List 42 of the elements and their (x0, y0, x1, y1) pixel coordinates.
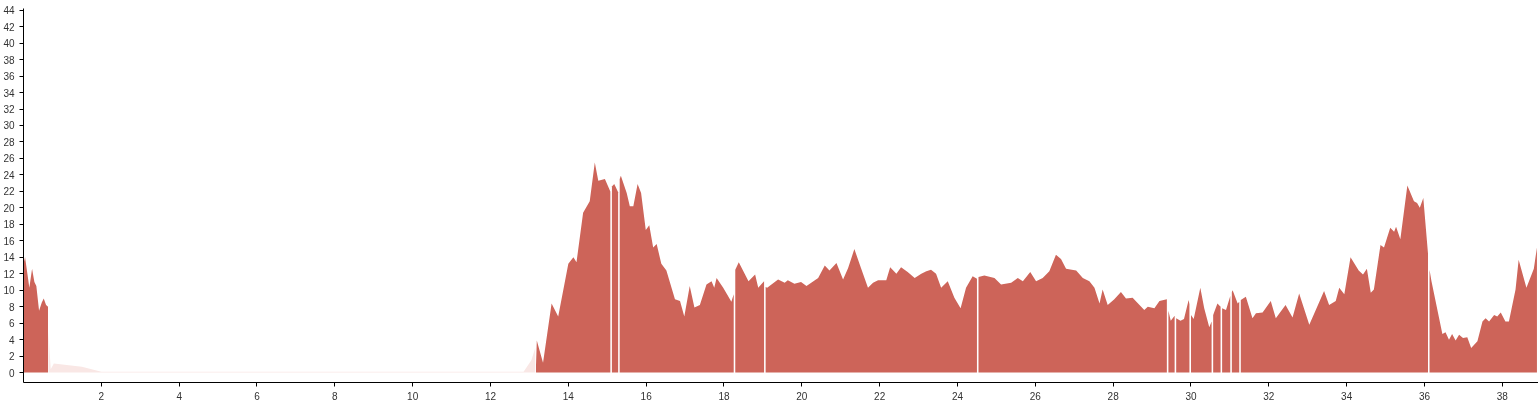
x-tick-label: 12 (484, 390, 497, 402)
y-tick-label: 6 (8, 318, 15, 330)
x-tick-label: 10 (407, 390, 419, 402)
y-tick-label: 18 (3, 219, 15, 231)
x-tick-label: 36 (1418, 390, 1431, 402)
x-tick-label: 22 (874, 390, 886, 402)
y-tick-label: 14 (3, 252, 15, 264)
x-tick-label: 34 (1341, 390, 1353, 402)
x-tick-label: 4 (176, 390, 183, 402)
x-tick-label: 30 (1185, 390, 1197, 402)
y-tick-label: 24 (3, 169, 15, 181)
y-tick-label: 42 (3, 21, 15, 33)
y-tick-label: 28 (3, 136, 15, 148)
x-tick-label: 2 (98, 390, 105, 402)
x-tick-label: 8 (332, 390, 339, 402)
y-tick-label: 2 (8, 351, 15, 363)
x-tick-label: 20 (796, 390, 808, 402)
x-tick-label: 26 (1029, 390, 1042, 402)
y-tick-label: 26 (3, 153, 15, 165)
x-tick-label: 6 (254, 390, 261, 402)
y-tick-label: 20 (3, 202, 15, 214)
y-tick-label: 12 (3, 268, 15, 280)
y-tick-label: 30 (3, 120, 15, 132)
y-tick-label: 32 (3, 104, 15, 115)
x-tick-label: 28 (1107, 390, 1120, 402)
x-tick-label: 16 (640, 390, 653, 402)
y-tick-label: 0 (8, 367, 15, 379)
y-tick-label: 44 (3, 5, 15, 17)
x-tick-label: 38 (1496, 390, 1509, 402)
y-tick-label: 36 (3, 71, 15, 83)
x-tick-label: 24 (951, 390, 964, 402)
y-tick-label: 34 (3, 87, 15, 99)
y-tick-label: 38 (3, 54, 15, 66)
x-tick-label: 32 (1263, 390, 1275, 402)
y-tick-label: 40 (3, 38, 15, 50)
y-tick-label: 10 (3, 285, 15, 297)
y-tick-label: 8 (8, 301, 15, 313)
x-tick-label: 14 (562, 390, 575, 402)
y-tick-label: 16 (3, 235, 15, 247)
y-tick-label: 4 (8, 334, 15, 346)
x-tick-label: 18 (718, 390, 730, 402)
y-tick-label: 22 (3, 186, 15, 198)
